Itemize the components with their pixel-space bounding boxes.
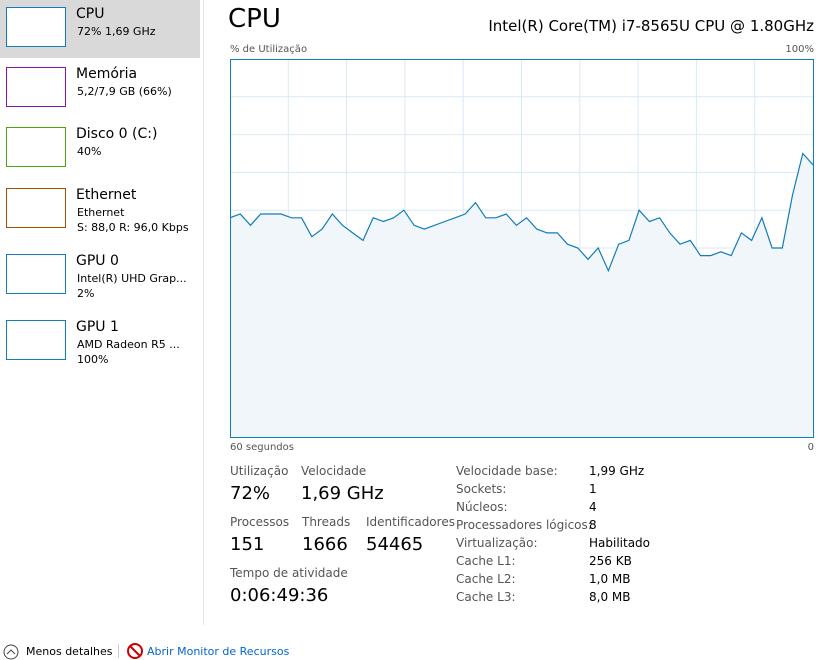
x-left-label: 60 segundos bbox=[230, 442, 294, 453]
detail-label: Velocidade base: bbox=[456, 464, 558, 478]
detail-label: Sockets: bbox=[456, 482, 507, 496]
detail-value: 8 bbox=[589, 518, 597, 532]
stat-label: Identificadores bbox=[366, 515, 455, 529]
detail-label: Cache L1: bbox=[456, 554, 516, 568]
stat-label: Processos bbox=[230, 515, 290, 529]
item-line: 40% bbox=[77, 145, 102, 158]
item-line: AMD Radeon R5 ... bbox=[77, 338, 180, 351]
detail-label: Cache L2: bbox=[456, 572, 516, 586]
detail-label: Virtualização: bbox=[456, 536, 538, 550]
y-max-label: 100% bbox=[785, 44, 814, 55]
item-line: 2% bbox=[77, 287, 95, 300]
page-title: CPU bbox=[228, 4, 281, 34]
y-label: % de Utilização bbox=[230, 44, 308, 55]
item-line: Ethernet bbox=[77, 206, 125, 219]
thumbnail bbox=[6, 127, 66, 167]
detail-value: 1,99 GHz bbox=[589, 464, 645, 478]
less-details[interactable]: Menos detalhes bbox=[26, 645, 113, 658]
stat-label: Tempo de atividade bbox=[230, 566, 348, 580]
thumbnail bbox=[6, 254, 66, 294]
cpu-name: Intel(R) Core(TM) i7-8565U CPU @ 1.80GHz bbox=[488, 17, 814, 35]
item-line: 100% bbox=[77, 353, 109, 366]
item-title: Memória bbox=[76, 66, 138, 82]
stat-value: 54465 bbox=[366, 534, 424, 555]
sidebar-item[interactable]: Disco 0 (C:) 40% bbox=[0, 120, 200, 178]
stat-label: Threads bbox=[302, 515, 351, 529]
stat-label: Velocidade bbox=[301, 464, 367, 478]
detail-value: 8,0 MB bbox=[589, 590, 631, 604]
sep bbox=[118, 644, 119, 658]
thumbnail bbox=[6, 67, 66, 107]
detail-label: Núcleos: bbox=[456, 500, 508, 514]
graph-border bbox=[230, 59, 814, 438]
divider bbox=[203, 0, 204, 625]
up-icon bbox=[3, 644, 19, 660]
sidebar-item[interactable]: GPU 0 Intel(R) UHD Grap... 2% bbox=[0, 247, 200, 305]
stat-value: 151 bbox=[230, 534, 265, 555]
detail-label: Cache L3: bbox=[456, 590, 516, 604]
item-line: 5,2/7,9 GB (66%) bbox=[77, 85, 172, 98]
stat-value: 72% bbox=[230, 483, 271, 504]
stat-value: 1666 bbox=[302, 534, 348, 555]
stat-value: 1,69 GHz bbox=[301, 483, 384, 504]
detail-value: 1 bbox=[589, 482, 597, 496]
item-title: GPU 0 bbox=[76, 253, 119, 269]
sidebar-item[interactable]: Ethernet Ethernet S: 88,0 R: 96,0 Kbps bbox=[0, 181, 200, 239]
monitor-icon bbox=[127, 643, 143, 659]
item-line: S: 88,0 R: 96,0 Kbps bbox=[77, 221, 189, 234]
detail-value: Habilitado bbox=[589, 536, 651, 550]
cpu-line bbox=[230, 152, 814, 273]
cpu-graph bbox=[230, 59, 814, 438]
item-title: GPU 1 bbox=[76, 319, 119, 335]
detail-label: Processadores lógicos: bbox=[456, 518, 592, 532]
item-title: CPU bbox=[76, 6, 105, 22]
stat-label: Utilização bbox=[230, 464, 289, 478]
sidebar-item[interactable]: Memória 5,2/7,9 GB (66%) bbox=[0, 60, 200, 118]
x-right-label: 0 bbox=[807, 442, 814, 453]
thumbnail bbox=[6, 7, 66, 47]
stat-value: 0:06:49:36 bbox=[230, 585, 329, 606]
item-line: Intel(R) UHD Grap... bbox=[77, 272, 187, 285]
sidebar-item[interactable]: GPU 1 AMD Radeon R5 ... 100% bbox=[0, 313, 200, 371]
item-title: Ethernet bbox=[76, 187, 137, 203]
area bbox=[230, 153, 813, 437]
thumbnail bbox=[6, 320, 66, 360]
sidebar-item[interactable]: CPU 72% 1,69 GHz bbox=[0, 0, 200, 58]
thumbnail bbox=[6, 188, 66, 228]
detail-value: 4 bbox=[589, 500, 597, 514]
item-title: Disco 0 (C:) bbox=[76, 126, 158, 142]
detail-value: 1,0 MB bbox=[589, 572, 631, 586]
detail-value: 256 KB bbox=[589, 554, 632, 568]
item-line: 72% 1,69 GHz bbox=[77, 25, 156, 38]
open-monitor[interactable]: Abrir Monitor de Recursos bbox=[147, 645, 290, 658]
